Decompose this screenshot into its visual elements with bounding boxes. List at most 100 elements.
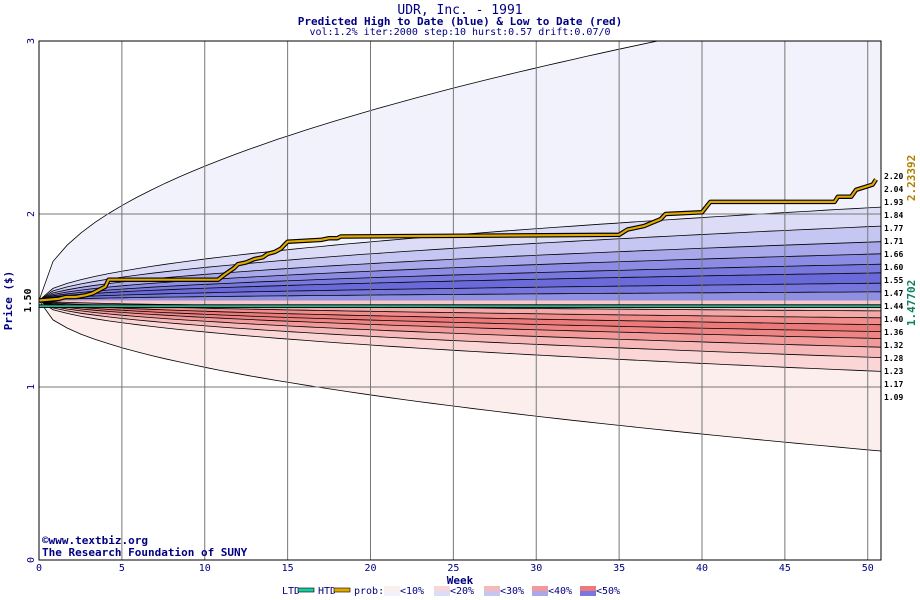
level-label: 1.60 — [884, 263, 903, 272]
level-label: 2.20 — [884, 172, 903, 181]
level-label: 1.44 — [884, 302, 903, 311]
low-band — [39, 300, 881, 348]
level-label: 1.36 — [884, 328, 903, 337]
y-tick-label: 1 — [26, 384, 37, 390]
ltd-final-value: 1.47702 — [905, 280, 918, 326]
high-band — [39, 264, 881, 301]
legend-swatch — [384, 586, 400, 591]
level-label: 1.71 — [884, 237, 903, 246]
level-label: 1.32 — [884, 341, 903, 350]
level-label: 1.17 — [884, 380, 903, 389]
level-label: 1.84 — [884, 211, 903, 220]
x-tick-label: 35 — [613, 563, 625, 574]
y-tick-label: 0 — [26, 557, 37, 563]
x-tick-label: 20 — [364, 563, 376, 574]
legend-swatch — [532, 591, 548, 596]
level-label: 1.09 — [884, 393, 903, 402]
low-band-edge — [39, 300, 881, 348]
level-label: 1.40 — [884, 315, 903, 324]
low-band-edge — [39, 300, 881, 339]
level-label: 1.47 — [884, 289, 903, 298]
legend-label: <50% — [596, 586, 620, 597]
level-label: 2.04 — [884, 185, 903, 194]
high-band-edge — [39, 282, 881, 301]
legend-label: <40% — [548, 586, 572, 597]
chart-subtitle: Predicted High to Date (blue) & Low to D… — [297, 15, 623, 28]
low-band — [39, 300, 881, 325]
x-tick-label: 15 — [282, 563, 294, 574]
htd-line — [38, 178, 877, 302]
level-label: 1.23 — [884, 367, 903, 376]
level-label: 1.55 — [884, 276, 903, 285]
chart-params: vol:1.2% iter:2000 step:10 hurst:0.57 dr… — [309, 27, 611, 38]
legend-line-swatch — [333, 587, 351, 593]
y-tick-label: 2 — [26, 211, 37, 217]
level-label: 1.77 — [884, 224, 903, 233]
credit-foundation: The Research Foundation of SUNY — [42, 546, 248, 559]
low-band-edge — [39, 300, 881, 372]
x-tick-label: 45 — [779, 563, 791, 574]
level-label: 1.66 — [884, 250, 903, 259]
x-tick-label: 40 — [696, 563, 708, 574]
high-band-edge — [39, 41, 660, 301]
low-band — [39, 300, 881, 372]
level-label: 1.93 — [884, 198, 903, 207]
level-label: 1.28 — [884, 354, 903, 363]
y-axis-title: Price ($) — [2, 271, 15, 331]
x-tick-label: 0 — [36, 563, 42, 574]
chart-title: UDR, Inc. - 1991 — [397, 3, 523, 18]
legend-label: <10% — [400, 586, 424, 597]
low-band — [39, 300, 881, 358]
legend-label: HTD — [318, 586, 336, 597]
legend-swatch — [384, 591, 400, 596]
x-tick-label: 5 — [119, 563, 125, 574]
high-band — [39, 253, 881, 301]
high-band — [39, 241, 881, 301]
low-band-edge — [39, 300, 881, 452]
htd-final-value: 2.23392 — [905, 155, 918, 201]
high-band — [39, 41, 881, 301]
high-band — [39, 226, 881, 301]
legend-label: prob:0% — [354, 586, 396, 597]
high-band-edge — [39, 272, 881, 301]
legend-label: <30% — [500, 586, 524, 597]
legend-swatch — [484, 591, 500, 596]
start-value-label: 1.50 — [23, 288, 34, 312]
legend-line-swatch — [297, 587, 315, 593]
low-band — [39, 300, 881, 332]
high-band-edge — [39, 263, 881, 301]
low-band — [39, 300, 881, 451]
x-tick-label: 50 — [862, 563, 874, 574]
high-band-edge — [39, 291, 881, 301]
legend-swatch — [532, 586, 548, 591]
axes-layer: 0 5 10 15 20 25 30 35 40 45 50 0 1 2 3 1.50 Price ($) Wee… — [2, 38, 882, 587]
legend-swatch — [484, 586, 500, 591]
credit-website: ©www.textbiz.org — [42, 534, 148, 547]
legend-swatch — [434, 591, 450, 596]
x-tick-label: 10 — [199, 563, 211, 574]
low-band — [39, 300, 881, 318]
legend-label: <20% — [450, 586, 474, 597]
legend-swatch — [580, 591, 596, 596]
low-band-edge — [39, 300, 881, 332]
x-tick-label: 30 — [530, 563, 542, 574]
x-axis-title: Week — [447, 574, 474, 587]
high-band — [39, 291, 881, 301]
legend: LTD HTD prob:0% <10% <20% <30% <40% <50% — [282, 586, 620, 597]
probability-bands — [39, 41, 881, 452]
x-tick-label: 25 — [447, 563, 459, 574]
ltd-line — [38, 304, 882, 308]
low-band-edge — [39, 300, 881, 358]
labels-layer: 2.202.041.931.841.771.711.661.601.551.47… — [884, 155, 918, 402]
plot-frame — [38, 40, 882, 561]
low-band-edge — [39, 300, 881, 326]
y-tick-label: 3 — [26, 38, 37, 44]
legend-swatch — [434, 586, 450, 591]
high-band — [39, 272, 881, 301]
legend-swatch — [580, 586, 596, 591]
low-band — [39, 300, 881, 339]
high-band — [39, 207, 881, 301]
legend-label: LTD — [282, 586, 300, 597]
high-band-edge — [39, 225, 881, 301]
